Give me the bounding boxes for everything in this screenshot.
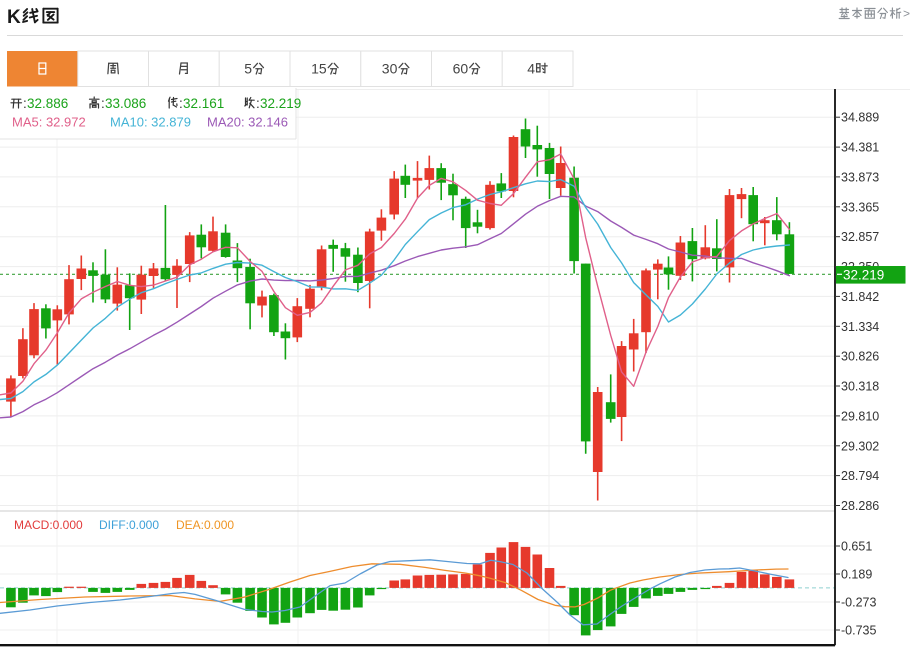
svg-text:>: > bbox=[903, 7, 910, 21]
svg-text:33.365: 33.365 bbox=[841, 200, 879, 214]
svg-text:DIFF:0.000: DIFF:0.000 bbox=[99, 518, 159, 532]
svg-text:DEA:0.000: DEA:0.000 bbox=[176, 518, 234, 532]
svg-text:33.086: 33.086 bbox=[105, 96, 146, 111]
svg-text:32.219: 32.219 bbox=[843, 267, 884, 282]
svg-text:0.651: 0.651 bbox=[841, 540, 872, 554]
svg-text:34.381: 34.381 bbox=[841, 141, 879, 155]
svg-text:MA10: 32.879: MA10: 32.879 bbox=[110, 115, 191, 130]
svg-text:31.334: 31.334 bbox=[841, 320, 879, 334]
svg-text:34.889: 34.889 bbox=[841, 111, 879, 125]
svg-text:MA5: 32.972: MA5: 32.972 bbox=[12, 115, 86, 130]
svg-text:32.886: 32.886 bbox=[27, 96, 68, 111]
svg-text:MA20: 32.146: MA20: 32.146 bbox=[207, 115, 288, 130]
svg-text:29.810: 29.810 bbox=[841, 409, 879, 423]
svg-text:4: 4 bbox=[527, 61, 535, 77]
svg-text:0.189: 0.189 bbox=[841, 568, 872, 582]
svg-text:15: 15 bbox=[311, 61, 327, 77]
svg-text:-0.273: -0.273 bbox=[841, 596, 876, 610]
svg-text:-0.735: -0.735 bbox=[841, 624, 876, 638]
svg-text:31.842: 31.842 bbox=[841, 290, 879, 304]
svg-text:MACD:0.000: MACD:0.000 bbox=[14, 518, 83, 532]
svg-text:33.873: 33.873 bbox=[841, 170, 879, 184]
svg-text:60: 60 bbox=[453, 61, 469, 77]
svg-text:30: 30 bbox=[382, 61, 398, 77]
svg-text:K: K bbox=[7, 7, 21, 28]
svg-text:28.794: 28.794 bbox=[841, 469, 879, 483]
svg-text:29.302: 29.302 bbox=[841, 439, 879, 453]
svg-text:28.286: 28.286 bbox=[841, 499, 879, 513]
svg-text:30.826: 30.826 bbox=[841, 350, 879, 364]
svg-text:32.857: 32.857 bbox=[841, 230, 879, 244]
svg-text:32.219: 32.219 bbox=[260, 96, 301, 111]
svg-text:5: 5 bbox=[244, 61, 252, 77]
svg-text:32.161: 32.161 bbox=[183, 96, 224, 111]
svg-text:30.318: 30.318 bbox=[841, 380, 879, 394]
